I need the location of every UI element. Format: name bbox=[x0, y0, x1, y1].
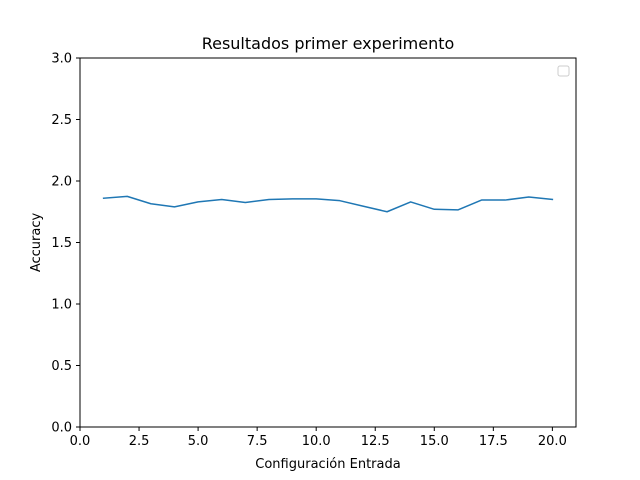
x-tick-label: 5.0 bbox=[188, 434, 209, 449]
plot-frame bbox=[79, 57, 577, 428]
legend-box bbox=[557, 65, 570, 77]
chart-title: Resultados primer experimento bbox=[202, 34, 455, 53]
x-tick-label: 10.0 bbox=[302, 434, 331, 449]
x-tick-label: 2.5 bbox=[129, 434, 150, 449]
y-tick-label: 1.0 bbox=[51, 298, 72, 313]
x-axis-ticks: 0.0 2.5 5.0 7.5 10.0 12.5 15.0 17.5 20.0 bbox=[70, 427, 567, 449]
x-tick-label: 20.0 bbox=[538, 434, 567, 449]
y-axis-ticks: 0.0 0.5 1.0 1.5 2.0 2.5 3.0 bbox=[51, 52, 80, 436]
y-tick-label: 2.0 bbox=[51, 175, 72, 190]
y-tick-label: 0.5 bbox=[51, 359, 72, 374]
x-tick-label: 15.0 bbox=[420, 434, 449, 449]
plot-area bbox=[80, 58, 576, 427]
y-tick-label: 1.5 bbox=[51, 236, 72, 251]
y-tick-label: 2.5 bbox=[51, 113, 72, 128]
y-tick-label: 0.0 bbox=[51, 421, 72, 436]
y-tick-label: 3.0 bbox=[51, 52, 72, 67]
x-axis-label: Configuración Entrada bbox=[255, 457, 400, 472]
accuracy-series-line bbox=[102, 195, 554, 213]
x-tick-label: 0.0 bbox=[70, 434, 91, 449]
x-tick-label: 12.5 bbox=[361, 434, 390, 449]
y-axis-label: Accuracy bbox=[29, 213, 44, 273]
x-tick-label: 17.5 bbox=[479, 434, 508, 449]
x-tick-label: 7.5 bbox=[247, 434, 268, 449]
